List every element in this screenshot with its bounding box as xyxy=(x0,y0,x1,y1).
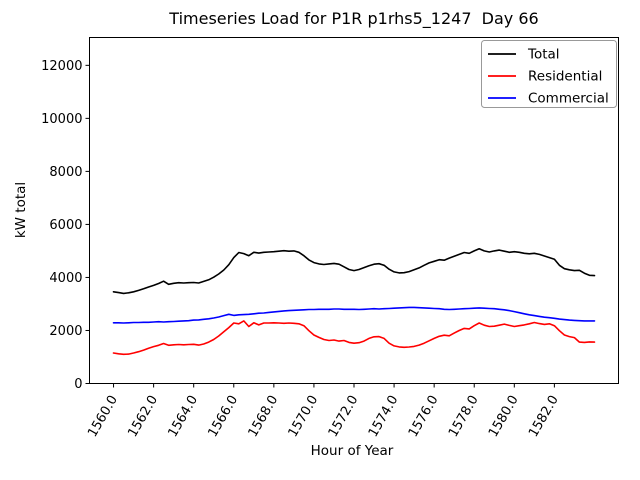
x-axis-label: Hour of Year xyxy=(311,443,394,459)
legend-label-total: Total xyxy=(527,47,560,63)
y-tick-label: 2000 xyxy=(49,324,82,339)
y-tick-label: 6000 xyxy=(49,218,82,233)
x-tick-label: 1560.0 xyxy=(85,393,121,440)
x-tick-label: 1564.0 xyxy=(165,393,201,440)
series-line-residential xyxy=(112,320,596,356)
legend-label-residential: Residential xyxy=(528,69,602,85)
plot-lines xyxy=(112,248,596,356)
series-line-total xyxy=(112,248,596,295)
x-tick-label: 1582.0 xyxy=(526,393,562,440)
legend: Total Residential Commercial xyxy=(481,40,617,108)
x-tick-label: 1578.0 xyxy=(446,393,482,440)
y-axis-ticks: 0 2000 4000 6000 8000 10000 12000 xyxy=(41,59,90,392)
legend-label-commercial: Commercial xyxy=(528,91,609,107)
x-tick-label: 1570.0 xyxy=(286,393,322,440)
x-tick-label: 1566.0 xyxy=(205,393,241,440)
y-tick-label: 12000 xyxy=(41,59,82,74)
x-axis-ticks: 1560.0 1562.0 1564.0 1566.0 1568.0 1570.0 1572… xyxy=(85,383,562,440)
y-tick-label: 0 xyxy=(74,377,82,392)
x-tick-label: 1562.0 xyxy=(125,393,161,440)
x-tick-label: 1576.0 xyxy=(406,393,442,440)
x-tick-label: 1574.0 xyxy=(366,393,402,440)
y-tick-label: 10000 xyxy=(41,112,82,127)
chart-title: Timeseries Load for P1R p1rhs5_1247 Day … xyxy=(168,9,538,29)
legend-entries: Total Residential Commercial xyxy=(488,47,609,107)
series-line-commercial xyxy=(112,306,596,324)
y-tick-label: 4000 xyxy=(49,271,82,286)
y-tick-label: 8000 xyxy=(49,165,82,180)
y-axis-label: kW total xyxy=(13,182,29,238)
legend-box xyxy=(481,40,617,108)
x-tick-label: 1572.0 xyxy=(326,393,362,440)
x-tick-label: 1580.0 xyxy=(486,393,522,440)
x-tick-label: 1568.0 xyxy=(246,393,282,440)
